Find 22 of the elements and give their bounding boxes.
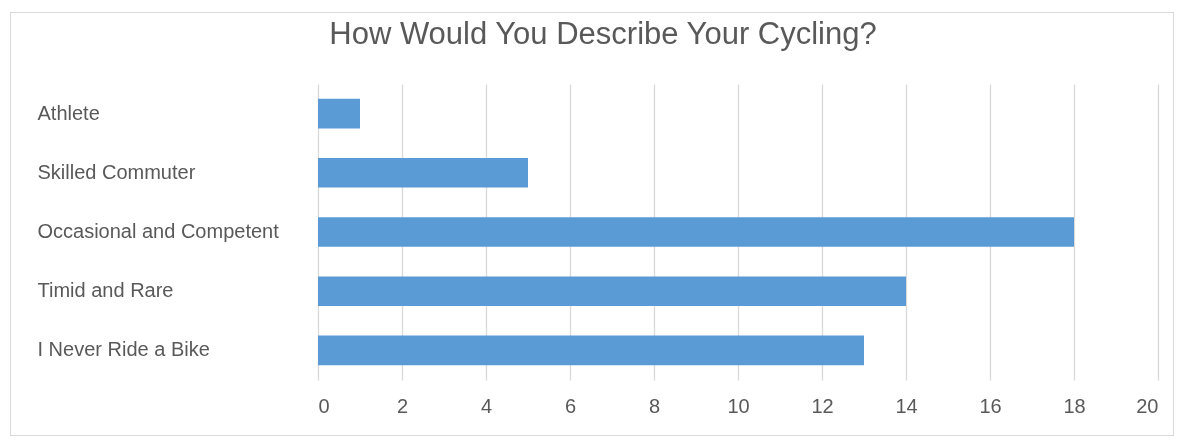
chart-title: How Would You Describe Your Cycling? [329, 16, 877, 51]
x-tick-label: 20 [1136, 394, 1159, 417]
x-tick-label: 0 [318, 394, 330, 417]
bar [318, 98, 360, 129]
x-tick-label: 10 [727, 394, 750, 417]
x-tick-label: 4 [480, 394, 493, 417]
x-tick-label: 12 [811, 394, 834, 417]
bar [318, 276, 906, 306]
y-tick-label: Timid and Rare [37, 279, 174, 302]
x-tick-label: 2 [396, 394, 409, 417]
bar [318, 158, 528, 188]
x-tick-label: 16 [979, 394, 1002, 417]
y-tick-label: I Never Ride a Bike [37, 338, 210, 361]
x-tick-label: 18 [1063, 394, 1086, 417]
x-tick-label: 8 [648, 394, 661, 417]
bar [318, 217, 1074, 247]
x-tick-label: 14 [895, 394, 918, 417]
y-tick-label: Skilled Commuter [37, 160, 196, 183]
y-tick-label: Athlete [37, 101, 100, 124]
bar [318, 335, 864, 366]
y-tick-label: Occasional and Competent [37, 220, 280, 242]
x-tick-label: 6 [564, 394, 577, 417]
